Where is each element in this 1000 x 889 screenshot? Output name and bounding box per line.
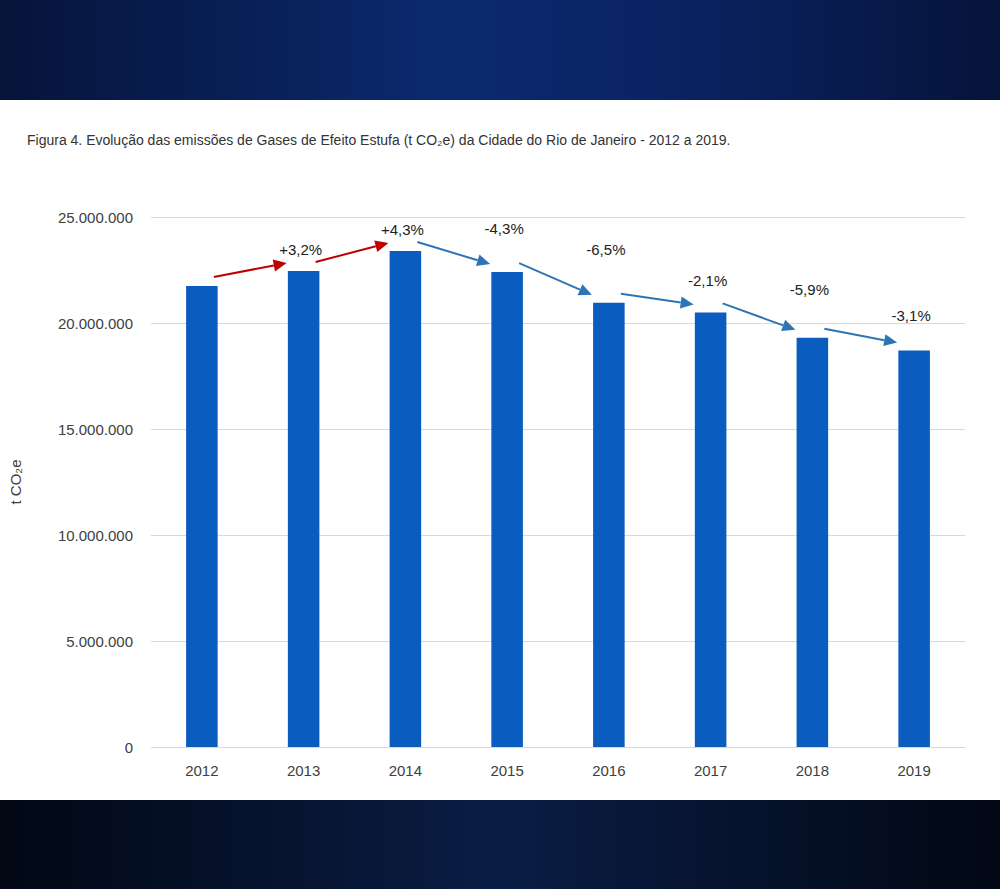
svg-text:Figura 4. Evolução das emissõe: Figura 4. Evolução das emissões de Gases… (27, 132, 731, 148)
svg-text:2015: 2015 (490, 762, 523, 779)
svg-text:0: 0 (125, 739, 133, 756)
svg-text:-2,1%: -2,1% (688, 272, 727, 289)
svg-text:-6,5%: -6,5% (586, 241, 625, 258)
svg-text:2013: 2013 (287, 762, 320, 779)
svg-text:t CO₂e: t CO₂e (7, 460, 24, 505)
svg-text:5.000.000: 5.000.000 (66, 633, 133, 650)
svg-text:+4,3%: +4,3% (381, 221, 424, 238)
svg-text:-4,3%: -4,3% (485, 220, 524, 237)
svg-text:10.000.000: 10.000.000 (58, 527, 133, 544)
svg-text:15.000.000: 15.000.000 (58, 421, 133, 438)
svg-text:20.000.000: 20.000.000 (58, 315, 133, 332)
svg-text:2014: 2014 (389, 762, 422, 779)
svg-text:2017: 2017 (694, 762, 727, 779)
svg-text:-3,1%: -3,1% (892, 307, 931, 324)
svg-text:-5,9%: -5,9% (790, 281, 829, 298)
svg-text:+3,2%: +3,2% (279, 241, 322, 258)
svg-text:25.000.000: 25.000.000 (58, 209, 133, 226)
svg-text:2019: 2019 (897, 762, 930, 779)
svg-text:2018: 2018 (796, 762, 829, 779)
svg-text:2016: 2016 (592, 762, 625, 779)
svg-text:2012: 2012 (185, 762, 218, 779)
